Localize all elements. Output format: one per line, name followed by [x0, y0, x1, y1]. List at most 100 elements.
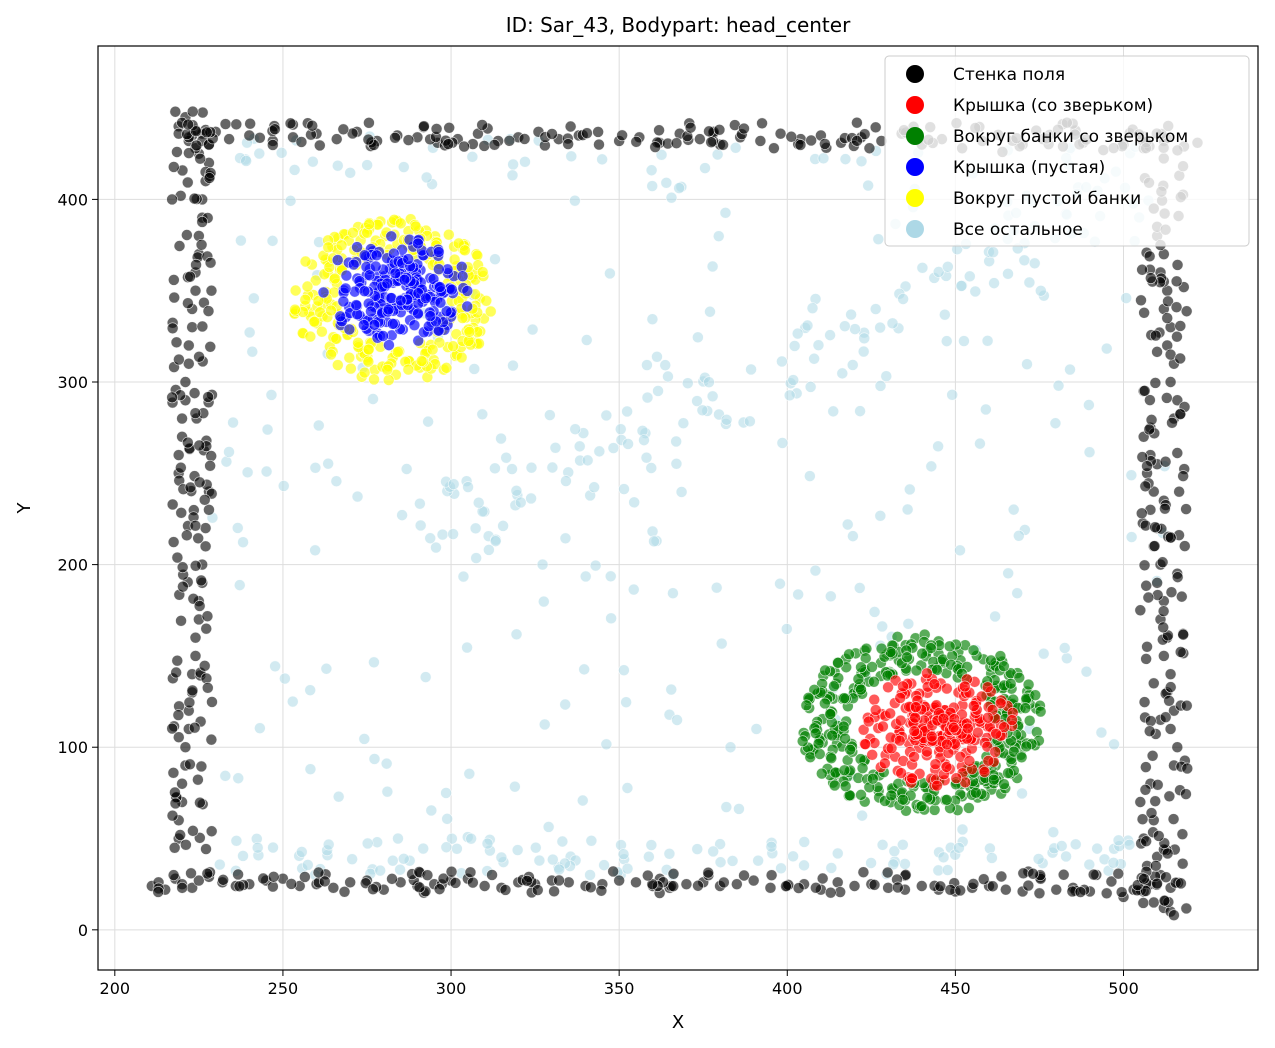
point-lid-with-animal [989, 746, 1002, 758]
point-other [511, 844, 524, 856]
point-other [506, 463, 518, 475]
point-lid-with-animal [921, 667, 933, 680]
point-wall [201, 610, 214, 623]
point-empty-lid [434, 281, 446, 293]
point-around-jar-with-animal [1022, 678, 1035, 691]
point-wall [1017, 867, 1030, 880]
point-other [381, 785, 394, 798]
point-other [744, 415, 756, 428]
point-other [699, 162, 711, 174]
point-wall [1167, 813, 1180, 825]
point-other [481, 837, 494, 850]
point-other [596, 153, 608, 166]
point-wall [200, 843, 212, 855]
point-around-jar-with-animal [855, 683, 867, 696]
point-other [420, 171, 433, 184]
point-wall [1057, 868, 1070, 881]
point-wall [1143, 725, 1156, 737]
point-wall [386, 873, 398, 885]
point-lid-with-animal [1006, 714, 1018, 726]
point-other [839, 320, 851, 332]
point-other [538, 718, 551, 731]
point-other [750, 723, 763, 735]
point-lid-with-animal [910, 701, 922, 713]
point-wall [995, 870, 1008, 883]
point-wall [476, 119, 488, 131]
point-wall [194, 796, 206, 809]
point-wall [1177, 628, 1190, 641]
point-other [1016, 787, 1028, 800]
point-wall [306, 119, 319, 132]
point-other [569, 194, 581, 207]
point-wall [219, 118, 232, 130]
point-wall [445, 865, 458, 878]
point-other [277, 480, 290, 492]
point-other [621, 405, 633, 418]
point-other [265, 389, 278, 401]
point-around-empty-jar [368, 373, 380, 386]
point-around-jar-with-animal [859, 652, 872, 665]
point-other [673, 182, 685, 194]
x-tick-label: 350 [604, 979, 635, 998]
point-lid-with-animal [981, 681, 994, 693]
legend-marker [906, 189, 924, 207]
point-other [301, 859, 314, 871]
point-wall [437, 872, 450, 885]
legend-marker [906, 65, 924, 83]
x-tick-label: 450 [940, 979, 971, 998]
point-wall [170, 666, 182, 679]
point-wall [1138, 385, 1151, 397]
point-wall [204, 256, 217, 269]
point-other [600, 409, 613, 422]
point-other [253, 147, 266, 160]
point-wall [548, 885, 560, 898]
point-other [230, 835, 243, 847]
point-other [986, 852, 998, 864]
point-wall [203, 172, 216, 184]
point-wall [1174, 352, 1187, 365]
point-wall [1144, 394, 1156, 406]
point-wall [337, 123, 350, 136]
point-around-jar-with-animal [839, 780, 852, 793]
point-other [706, 390, 719, 403]
point-other [806, 302, 819, 314]
point-wall [607, 865, 619, 878]
point-other [463, 768, 476, 780]
point-other [397, 161, 410, 173]
point-empty-lid [370, 249, 383, 262]
point-wall [1143, 423, 1156, 436]
point-other [1055, 840, 1068, 852]
point-wall [182, 118, 194, 131]
x-tick-label: 250 [268, 979, 299, 998]
point-wall [179, 376, 192, 388]
point-other [440, 841, 453, 854]
point-empty-lid [351, 241, 363, 253]
point-wall [944, 884, 957, 896]
point-around-jar-with-animal [856, 762, 869, 774]
point-empty-lid [334, 310, 347, 323]
point-around-empty-jar [304, 330, 317, 343]
legend-label: Крышка (со зверьком) [953, 96, 1153, 116]
point-wall [192, 532, 204, 545]
point-lid-with-animal [967, 700, 980, 712]
point-other [246, 345, 259, 358]
point-around-empty-jar [358, 366, 371, 379]
point-other [260, 465, 273, 478]
point-wall [1164, 376, 1177, 388]
point-wall [1139, 519, 1152, 532]
point-wall [203, 504, 215, 516]
point-lid-with-animal [928, 678, 941, 690]
point-wall [362, 133, 375, 146]
point-other [425, 804, 438, 817]
point-other [677, 417, 690, 430]
point-wall [188, 721, 201, 734]
point-wall [1147, 677, 1160, 690]
point-empty-lid [339, 282, 352, 295]
point-wall [205, 825, 218, 838]
point-other [804, 470, 816, 482]
point-empty-lid [365, 305, 377, 318]
point-wall [169, 797, 182, 810]
point-wall [1134, 604, 1147, 617]
point-other [361, 837, 374, 850]
point-wall [1140, 761, 1152, 773]
